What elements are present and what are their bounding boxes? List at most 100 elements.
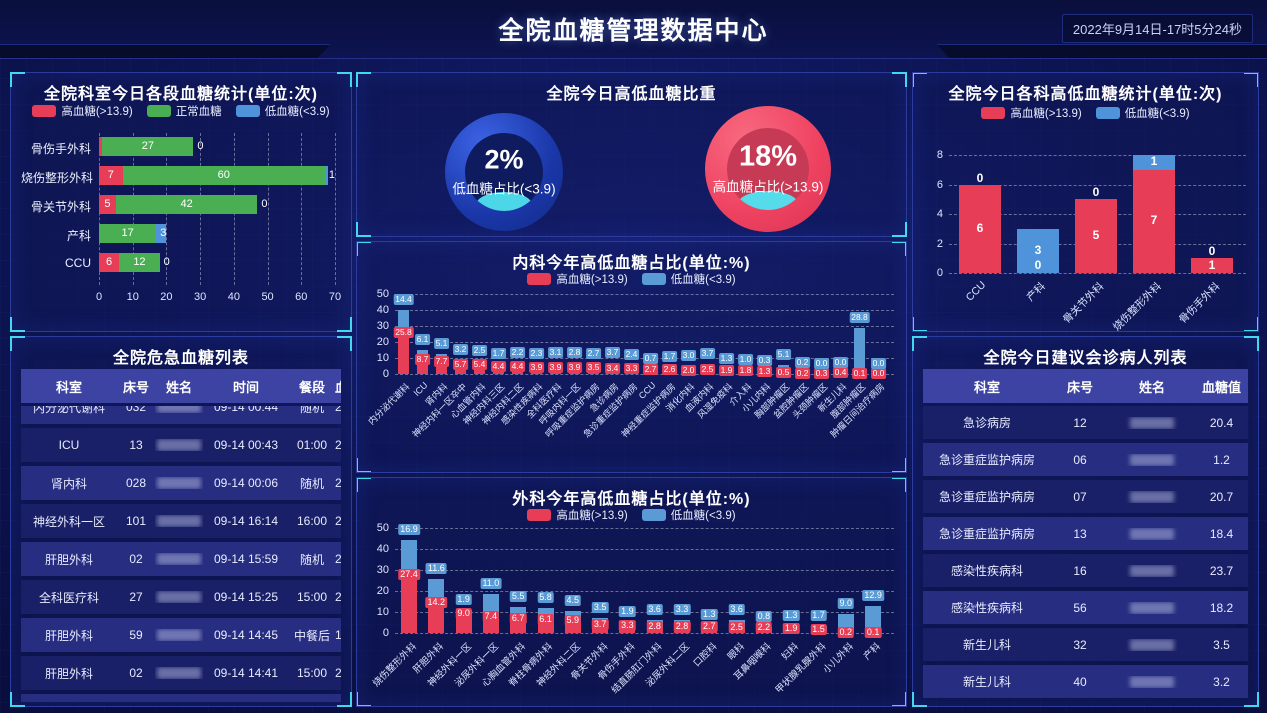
table-cell: ICU [58, 438, 80, 452]
bar-value-low: 0.3 [756, 355, 773, 367]
table-cell: 23.7 [1209, 563, 1234, 578]
axis-tick-label: 40 [376, 543, 389, 555]
table-cell: 16:00 [296, 514, 328, 528]
legend-swatch-high-icon [527, 273, 552, 285]
corner-bracket-icon [10, 692, 25, 707]
bar-segment [324, 166, 329, 185]
legend: 高血糖(>13.9) 低血糖(<3.9) [357, 507, 906, 523]
bar-value-low: 14.4 [393, 293, 414, 305]
table-row: 内分泌代谢科 032 09-14 00:44 随机 23.2 [21, 406, 341, 424]
axis-tick-label: 20 [376, 336, 389, 348]
bar-segment-low [854, 327, 865, 374]
table-cell: 神经外科一区 [32, 514, 105, 529]
masked-name [157, 553, 201, 565]
column-header: 科室 [55, 379, 82, 395]
axis-tick-label: 70 [328, 291, 342, 303]
panel-glucose-ratio-today: 全院今日高低血糖比重 2% 低血糖占比(<3.9) 18% 高血糖占比(>13.… [356, 72, 907, 237]
gridline [395, 570, 894, 571]
table-cell: 感染性疾病科 [950, 564, 1023, 578]
panel-dept-counts-today: 全院今日各科高低血糖统计(单位:次) 高血糖(>13.9) 低血糖(<3.9) … [912, 72, 1259, 332]
panel-dept-glucose-today: 全院科室今日各段血糖统计(单位:次) 高血糖(>13.9) 正常血糖 低血糖(<… [10, 72, 352, 332]
masked-name [1130, 416, 1174, 429]
table-cell [1109, 416, 1195, 429]
category-label: 口腔科 [691, 641, 720, 670]
table-cell: 18.2 [1209, 600, 1234, 615]
bar-value-high: 0.0 [870, 368, 887, 379]
category-label: 产科 [861, 641, 884, 663]
table-cell: 06 [1073, 452, 1087, 467]
table-cell: 新生儿科 [962, 638, 1011, 652]
masked-name [1130, 638, 1174, 651]
table-cell: 07 [1073, 489, 1087, 504]
table-cell: 09-14 00:44 [213, 406, 279, 414]
corner-bracket-icon [357, 458, 371, 472]
gridline [395, 612, 894, 613]
bar-value-low: 2.2 [509, 347, 526, 359]
bar-value-low: 5.5 [509, 591, 527, 603]
consult-patient-table: 科室 床号 姓名 血糖值 急诊病房 12 20.4 急诊重症监护病房 06 1.2 急诊重症监护病房… [923, 369, 1248, 702]
table-cell: 13 [1073, 526, 1087, 541]
legend-swatch-high-icon [981, 107, 1006, 119]
table-cell: 肝胆外科 [44, 666, 93, 681]
axis-tick-label: 30 [376, 564, 389, 576]
legend-swatch-normal-icon [146, 105, 171, 117]
table-row: ICU 13 09-14 00:43 01:00 23.9 [21, 428, 341, 462]
bar-segment [99, 253, 120, 272]
axis-tick-label: 0 [95, 291, 103, 303]
table-cell: 09-14 15:25 [213, 590, 279, 604]
corner-bracket-icon [912, 692, 927, 707]
table-cell: 随机 [299, 476, 324, 491]
legend-swatch-high-icon [527, 509, 552, 521]
category-label: 骨伤手外科 [1176, 280, 1222, 327]
table-header-row: 科室 床号 姓名 血糖值 [923, 369, 1248, 403]
bar-value-low: 2.4 [623, 348, 640, 360]
bar-value-low: 5.1 [775, 349, 792, 361]
axis-tick-label: 20 [376, 585, 389, 597]
bar-value-high: 14.2 [425, 597, 448, 609]
bar-value-high: 3.9 [547, 361, 564, 373]
bar-segment-low [865, 605, 882, 633]
table-cell: 新生儿科 [962, 675, 1011, 689]
legend-label-high: 高血糖(>13.9) [1010, 108, 1082, 120]
table-cell: 16 [1073, 563, 1087, 578]
table-cell [155, 553, 203, 565]
bar-value-high: 7.7 [433, 355, 450, 367]
table-cell: 23.6 [335, 514, 341, 528]
axis-tick-label: 30 [376, 320, 389, 332]
table-cell: 急诊病房 [962, 416, 1011, 430]
bar-value-low: 3.1 [547, 346, 564, 358]
masked-name [1130, 564, 1174, 577]
bar-value-high: 2.0 [680, 364, 697, 376]
axis-tick-label: 40 [376, 304, 389, 316]
header-bar: 全院血糖管理数据中心 2022年9月14日-17时5分24秒 [0, 0, 1267, 59]
table-cell: 59 [129, 628, 143, 642]
bar-value-high: 3.9 [528, 361, 545, 373]
bar-value-label: 6 [106, 256, 113, 268]
corner-bracket-icon [356, 222, 371, 237]
bar-value-high: 2.6 [661, 363, 678, 375]
table-row: 感染性疾病科 56 18.2 [923, 591, 1248, 624]
bar-value-label: 1 [328, 169, 335, 181]
bar-value-high: 5.4 [471, 359, 488, 371]
category-label: 烧伤整形外科 [21, 171, 94, 185]
column-header: 餐段 [298, 379, 325, 395]
bar-value-high: 6.1 [537, 614, 554, 626]
table-body: 急诊病房 12 20.4 急诊重症监护病房 06 1.2 急诊重症监护病房 07 20.7 急诊重… [923, 406, 1248, 702]
legend-item: 高血糖(>13.9) [981, 105, 1082, 121]
table-cell: 32 [1073, 637, 1087, 652]
table-cell: 12 [1073, 415, 1087, 430]
gridline [395, 591, 894, 592]
bar-segment-high [417, 360, 428, 374]
bar-value-low: 0.2 [794, 357, 811, 369]
table-row: 急诊重症监护病房 07 20.7 [923, 480, 1248, 513]
bar-value-label: 7 [107, 169, 114, 181]
bar-value-high: 0.5 [775, 367, 792, 379]
bar-value-low: 16.9 [398, 523, 420, 535]
bar-value-label: 3 [160, 227, 167, 239]
table-cell: 09-14 14:45 [213, 628, 279, 642]
gridline [267, 133, 269, 285]
bar-value-high: 4.4 [490, 360, 507, 372]
table-cell: 肝胆外科 [44, 552, 93, 567]
